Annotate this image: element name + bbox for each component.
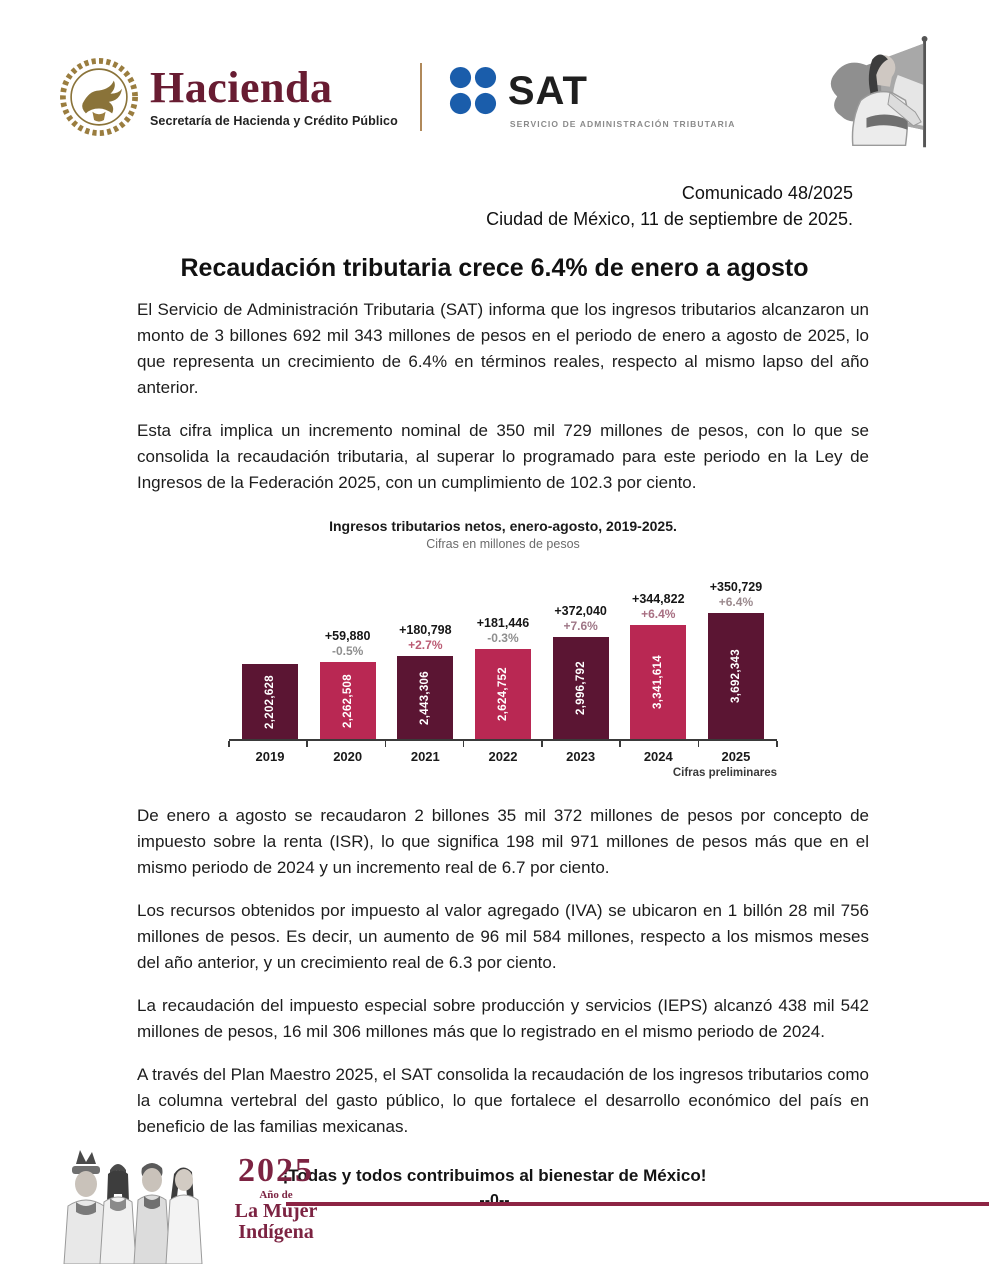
chart-bar: 2,443,306 (397, 656, 454, 739)
chart-column: 2,202,628 (232, 659, 308, 739)
chart-title: Ingresos tributarios netos, enero-agosto… (329, 518, 677, 534)
header: Hacienda Secretaría de Hacienda y Crédit… (0, 0, 989, 150)
footer-ano-de: Año de (259, 1189, 293, 1201)
bar-value-label: 2,624,752 (496, 667, 509, 721)
bar-delta-label: +344,822 (632, 592, 685, 606)
bar-value-label: 3,341,614 (652, 655, 665, 709)
chart-column: +59,880 -0.5% 2,262,508 (310, 629, 386, 739)
axis-tick (228, 741, 230, 747)
axis-tick (776, 741, 778, 747)
chart-axis (228, 739, 778, 747)
chart-year-label: 2021 (410, 749, 440, 764)
footer-year: 2025 (238, 1152, 314, 1189)
axis-tick (697, 741, 700, 747)
axis-tick (462, 741, 465, 747)
chart-year-label: 2022 (488, 749, 518, 764)
bar-value-label: 2,443,306 (419, 670, 432, 725)
chart-bar: 2,996,792 (552, 637, 609, 739)
bar-percent-label: +6.4% (641, 607, 676, 621)
chart-column: +180,798 +2.7% 2,443,306 (387, 623, 463, 739)
page-title: Recaudación tributaria crece 6.4% de ene… (180, 254, 809, 282)
footer-rule (286, 1202, 989, 1206)
mujer-con-bandera-illustration (830, 36, 928, 148)
chart-years: 2019 2020 2021 2022 2023 2024 2025 (229, 749, 777, 764)
chart-year-label: 2025 (721, 749, 751, 764)
bar-delta-label: +181,446 (476, 616, 530, 630)
axis-tick (619, 741, 621, 747)
chart-bar: 2,202,628 (242, 664, 298, 739)
chart-bar: 2,262,508 (319, 662, 376, 739)
chart-subtitle: Cifras en millones de pesos (426, 537, 580, 551)
paragraph-3: De enero a agosto se recaudaron 2 billon… (137, 806, 869, 877)
meta-block: Comunicado 48/2025 Ciudad de México, 11 … (0, 180, 989, 232)
chart-footnote: Cifras preliminares (672, 767, 777, 779)
chart-column: +181,446 -0.3% 2,624,752 (465, 616, 541, 739)
bar-delta-label: +59,880 (324, 629, 371, 643)
footer-year-logo: 2025 Año de La Mujer Indígena (220, 1154, 332, 1243)
bar-percent-label: +2.7% (408, 638, 443, 652)
document-body: El Servicio de Administración Tributaria… (0, 297, 989, 1140)
sat-wordmark: SAT (507, 69, 588, 113)
paragraph-6: A través del Plan Maestro 2025, el SAT c… (137, 1065, 869, 1136)
header-divider (419, 63, 422, 131)
paragraph-4: Los recursos obtenidos por impuesto al v… (137, 901, 869, 972)
chart-bar: 3,692,343 (707, 613, 764, 739)
mujeres-indigenas-illustration (63, 1150, 203, 1264)
dateline: Ciudad de México, 11 de septiembre de 20… (486, 209, 853, 229)
paragraph-5: La recaudación del impuesto especial sob… (137, 996, 869, 1041)
hacienda-wordmark: Hacienda (150, 63, 333, 112)
chart-year-label: 2023 (566, 749, 596, 764)
bar-percent-label: +7.6% (563, 619, 598, 633)
chart-column: +344,822 +6.4% 3,341,614 (620, 592, 696, 739)
chart-year-label: 2019 (255, 749, 285, 764)
comunicado-number: Comunicado 48/2025 (681, 183, 853, 203)
hacienda-subtitle: Secretaría de Hacienda y Crédito Público (150, 114, 398, 128)
footer: 2025 Año de La Mujer Indígena (58, 1138, 989, 1270)
chart-column: +350,729 +6.4% 3,692,343 (698, 580, 774, 739)
chart-bars: 2,202,628 +59,880 -0.5% 2,262,508 +180,798 +2… (229, 557, 777, 739)
ingresos-chart: Ingresos tributarios netos, enero-agosto… (228, 518, 778, 779)
bar-delta-label: +372,040 (554, 604, 607, 618)
axis-tick (306, 741, 308, 747)
chart-year-label: 2020 (333, 749, 363, 764)
sat-logo-icon (449, 66, 496, 115)
axis-tick (541, 741, 543, 747)
escudo-nacional-icon (60, 58, 138, 136)
sat-subtitle: SERVICIO DE ADMINISTRACIÓN TRIBUTARIA (509, 119, 736, 129)
footer-indigena: Indígena (238, 1221, 314, 1243)
bar-delta-label: +180,798 (399, 623, 452, 637)
bar-value-label: 2,262,508 (341, 673, 354, 728)
chart-bar: 3,341,614 (630, 625, 687, 739)
paragraph-1: El Servicio de Administración Tributaria… (137, 300, 869, 397)
hacienda-logo: Hacienda Secretaría de Hacienda y Crédit… (150, 63, 398, 129)
sat-logo: SAT SERVICIO DE ADMINISTRACIÓN TRIBUTARI… (448, 65, 736, 129)
bar-value-label: 2,996,792 (574, 661, 587, 715)
closing-slogan: ¡Todas y todos contribuimos al bienestar… (282, 1166, 707, 1185)
bar-value-label: 3,692,343 (729, 649, 742, 703)
bar-percent-label: -0.5% (331, 644, 364, 658)
bar-percent-label: -0.3% (487, 631, 519, 645)
bar-delta-label: +350,729 (709, 580, 763, 594)
bar-value-label: 2,202,628 (264, 674, 276, 729)
axis-tick (384, 741, 387, 747)
bar-percent-label: +6.4% (718, 595, 754, 609)
chart-column: +372,040 +7.6% 2,996,792 (543, 604, 619, 739)
chart-year-label: 2024 (643, 749, 673, 764)
chart-bar: 2,624,752 (474, 649, 531, 739)
paragraph-2: Esta cifra implica un incremento nominal… (137, 421, 869, 492)
